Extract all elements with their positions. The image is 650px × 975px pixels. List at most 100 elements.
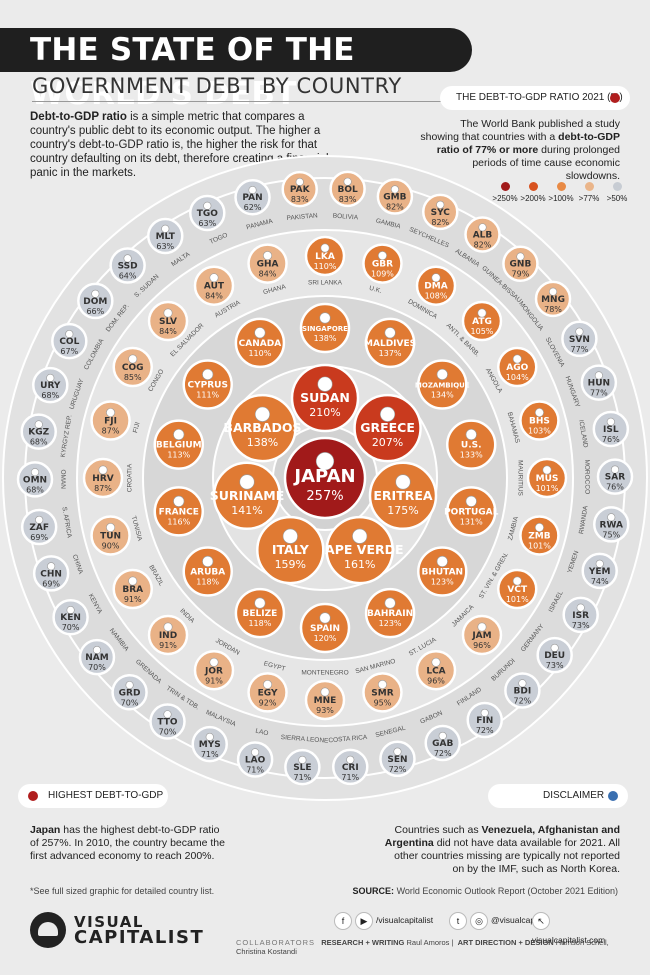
country-code-label: LCA [426, 666, 445, 676]
country-bubble [147, 217, 184, 255]
flag-icon [203, 201, 212, 210]
footnote: *See full sized graphic for detailed cou… [30, 886, 215, 896]
value-label: 101% [536, 484, 559, 493]
country-bubble [415, 265, 457, 306]
flag-icon [384, 597, 396, 609]
brand-logo[interactable]: VISUAL CAPITALIST [30, 912, 203, 952]
country-bubble [52, 598, 89, 636]
country-code-label: COG [122, 363, 144, 373]
website-link[interactable]: ↖ visualcapitalist.com [532, 910, 624, 945]
value-label: 72% [434, 749, 452, 758]
flag-icon [263, 679, 273, 689]
value-label: 70% [88, 663, 106, 672]
value-label: 79% [512, 270, 530, 279]
country-bubble [417, 359, 468, 410]
flag-icon [34, 420, 43, 429]
facebook-link[interactable]: f ▶/visualcapitalist [334, 910, 433, 930]
disclaimer-dot-icon [608, 791, 618, 801]
value-label: 101% [506, 595, 529, 604]
country-name-label: COSTA RICA [328, 734, 368, 744]
value-label: 101% [528, 541, 551, 550]
country-code-label: GRD [119, 688, 141, 698]
flag-icon [575, 327, 584, 336]
flag-icon [512, 576, 522, 586]
country-code-label: IND [159, 631, 177, 641]
country-code-label: BHUTAN [421, 568, 463, 578]
country-bubble [90, 400, 131, 441]
flag-icon [518, 679, 527, 688]
value-label: 62% [244, 203, 262, 212]
value-label: 138% [314, 334, 337, 343]
country-bubble [376, 178, 414, 215]
country-name-label: U.K. [368, 285, 382, 295]
flag-icon [248, 186, 257, 195]
country-name-label: RWANDA [578, 505, 590, 535]
flag-icon [320, 687, 330, 697]
value-label: 137% [379, 349, 402, 358]
country-code-label: OMN [23, 475, 47, 485]
wb-text-1: The World Bank published a study showing… [420, 118, 620, 143]
country-code-label: KEN [60, 613, 81, 623]
country-code-label: FIN [476, 716, 493, 726]
value-label: 73% [572, 621, 590, 630]
value-label: 77% [590, 389, 608, 398]
country-bubble [193, 265, 235, 306]
flag-icon [125, 681, 134, 690]
country-bubble [519, 515, 560, 556]
value-label: 96% [473, 641, 491, 650]
country-bubble [283, 436, 367, 520]
country-bubble [424, 724, 461, 762]
source-text: World Economic Outlook Report (October 2… [394, 886, 618, 896]
value-label: 92% [259, 698, 277, 707]
country-code-label: CANADA [239, 339, 282, 349]
country-code-label: ALB [473, 230, 493, 240]
country-bubble [16, 461, 54, 498]
country-code-label: BRA [122, 585, 143, 595]
country-bubble [32, 366, 69, 404]
value-label: 116% [167, 517, 190, 526]
country-bubble [362, 243, 403, 284]
flag-icon [173, 495, 185, 507]
value-label: 69% [42, 579, 60, 588]
source-note: SOURCE: World Economic Outlook Report (O… [338, 886, 618, 896]
flag-icon [106, 522, 116, 532]
country-bubble [422, 193, 459, 231]
country-code-label: MNG [541, 295, 565, 305]
flag-icon [106, 408, 116, 418]
country-bubble [247, 672, 288, 713]
country-code-label: SUDAN [300, 390, 350, 405]
source-label: SOURCE: [352, 886, 395, 896]
country-bubble [189, 194, 226, 232]
country-code-label: PAN [242, 193, 262, 203]
country-code-label: JOR [204, 666, 223, 676]
value-label: 123% [431, 578, 454, 587]
country-name-label: SIERRA LEONE [281, 734, 330, 745]
website-url: visualcapitalist.com [532, 935, 606, 945]
country-bubble [519, 400, 560, 441]
country-bubble [290, 363, 360, 433]
twitter-link[interactable]: t ◎ @visualcap [449, 910, 535, 930]
flag-icon [379, 406, 396, 422]
value-label: 70% [159, 728, 177, 737]
facebook-handle: /visualcapitalist [376, 915, 434, 925]
intro-lead: Debt-to-GDP ratio [30, 111, 127, 123]
intro-paragraph: Debt-to-GDP ratio is a simple metric tha… [30, 110, 330, 180]
country-code-label: CAPE VERDE [316, 542, 404, 557]
flag-icon [480, 708, 489, 717]
twitter-handle: @visualcap [491, 915, 536, 925]
flag-icon [516, 252, 525, 261]
country-bubble [153, 486, 205, 537]
country-bubble [236, 741, 274, 778]
value-label: 74% [591, 577, 609, 586]
value-label: 159% [275, 558, 306, 571]
value-label: 72% [513, 696, 531, 705]
value-label: 141% [231, 504, 262, 517]
value-label: 105% [471, 327, 494, 336]
flag-icon [254, 406, 271, 422]
country-bubble [299, 302, 351, 354]
scale-dot-icon [500, 182, 510, 191]
flag-icon [576, 603, 585, 612]
highlight-bold: Japan [30, 824, 61, 836]
flag-icon [92, 645, 102, 655]
country-bubble [379, 740, 416, 778]
